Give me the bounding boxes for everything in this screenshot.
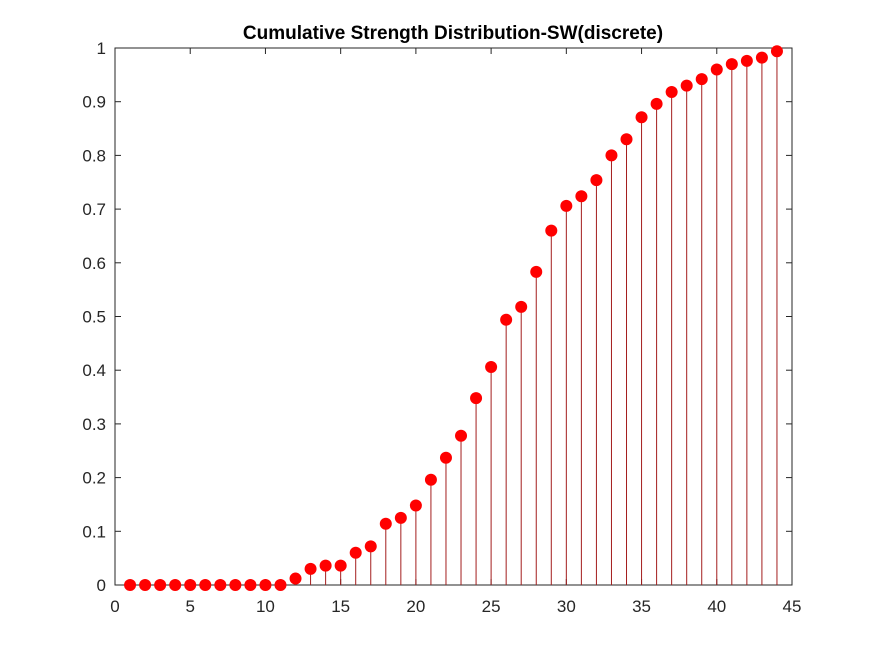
y-tick-label: 0.8 — [82, 146, 106, 165]
data-point — [424, 473, 437, 486]
x-tick-label: 10 — [256, 597, 275, 616]
data-point — [214, 579, 227, 591]
y-tick-label: 0 — [97, 576, 106, 595]
data-point — [455, 429, 468, 442]
x-tick-label: 20 — [406, 597, 425, 616]
x-tick-label: 5 — [185, 597, 194, 616]
data-point — [139, 579, 152, 591]
data-point — [680, 79, 693, 92]
y-tick-label: 1 — [97, 39, 106, 58]
x-axis: 0 5 10 15 20 25 30 35 40 45 — [110, 48, 801, 616]
data-point — [620, 133, 633, 146]
data-point — [154, 579, 167, 591]
data-point — [665, 86, 678, 99]
x-tick-label: 25 — [482, 597, 501, 616]
y-tick-label: 0.2 — [82, 469, 106, 488]
data-point — [605, 149, 618, 162]
x-tick-label: 15 — [331, 597, 350, 616]
chart-title: Cumulative Strength Distribution-SW(disc… — [243, 23, 663, 44]
axes-box — [114, 47, 793, 586]
data-point — [439, 451, 452, 464]
stem-markers — [124, 45, 783, 591]
y-tick-label: 0.5 — [82, 308, 106, 327]
x-tick-label: 30 — [557, 597, 576, 616]
data-point — [635, 111, 648, 124]
plot-area: 0 5 10 15 20 25 30 35 40 45 0 0.1 0.2 0.3 0.4 0.5 0.6 0.7… — [82, 39, 801, 616]
y-tick-label: 0.1 — [82, 522, 106, 541]
y-axis: 0 0.1 0.2 0.3 0.4 0.5 0.6 0.7 0.8 0.9 1 — [82, 39, 792, 595]
data-point — [530, 265, 543, 278]
data-point — [394, 511, 407, 524]
stem-lines — [295, 51, 778, 585]
data-point — [755, 51, 768, 64]
y-tick-label: 0.4 — [82, 361, 106, 380]
data-point — [259, 579, 272, 591]
data-point — [274, 579, 287, 591]
data-point — [184, 579, 197, 591]
data-point — [379, 517, 392, 530]
data-point — [304, 562, 317, 575]
data-point — [409, 499, 422, 512]
data-point — [770, 45, 783, 58]
data-point — [485, 360, 498, 373]
data-point — [695, 73, 708, 86]
data-point — [244, 579, 257, 591]
data-point — [334, 559, 347, 572]
data-point — [124, 579, 137, 591]
data-point — [560, 199, 573, 212]
data-point — [515, 300, 528, 313]
data-point — [545, 224, 558, 237]
y-tick-label: 0.6 — [82, 254, 106, 273]
y-tick-label: 0.7 — [82, 200, 106, 219]
data-point — [319, 559, 332, 572]
data-point — [575, 190, 588, 203]
x-tick-label: 45 — [783, 597, 802, 616]
data-point — [229, 579, 242, 591]
data-point — [199, 579, 212, 591]
data-point — [710, 63, 723, 76]
x-tick-label: 40 — [707, 597, 726, 616]
x-tick-label: 35 — [632, 597, 651, 616]
data-point — [725, 58, 738, 71]
data-point — [740, 54, 753, 67]
data-point — [470, 392, 483, 405]
y-tick-label: 0.9 — [82, 93, 106, 112]
data-point — [169, 579, 182, 591]
data-point — [650, 97, 663, 110]
data-point — [364, 540, 377, 553]
y-tick-label: 0.3 — [82, 415, 106, 434]
data-point — [349, 546, 362, 559]
data-point — [500, 313, 513, 326]
data-point — [590, 174, 603, 187]
x-tick-label: 0 — [110, 597, 119, 616]
data-point — [289, 572, 302, 585]
